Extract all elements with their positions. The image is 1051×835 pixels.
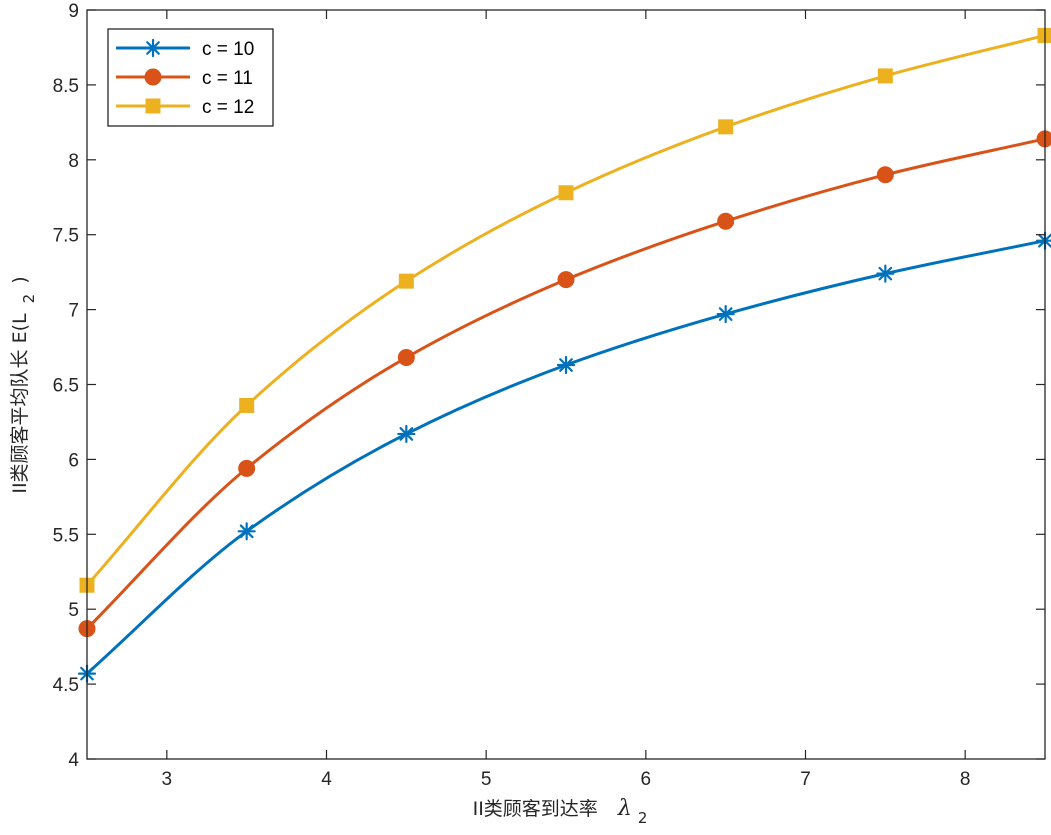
- asterisk-strokes: [237, 522, 256, 541]
- y-tick-label: 4.5: [53, 675, 79, 696]
- legend-label: c = 10: [202, 39, 254, 60]
- data-point: [237, 522, 256, 541]
- y-tick-label: 6: [68, 450, 79, 471]
- legend-marker: [144, 68, 162, 86]
- y-tick-label: 9: [68, 1, 79, 22]
- asterisk-strokes: [397, 424, 416, 444]
- asterisk-strokes: [143, 38, 163, 58]
- asterisk-strokes: [716, 304, 735, 324]
- x-tick-label: 5: [481, 769, 492, 790]
- data-point: [876, 264, 895, 283]
- data-point: [557, 271, 575, 289]
- data-point: [716, 304, 735, 324]
- legend: c = 10 c = 11 c = 12: [107, 28, 274, 127]
- y-tick-label: 7: [68, 301, 79, 322]
- x-axis-label-symbol: λ: [617, 796, 632, 821]
- legend-entry-2: c = 11: [116, 68, 253, 89]
- legend-marker: [143, 38, 163, 58]
- x-tick-label: 7: [800, 769, 811, 790]
- data-point: [397, 424, 416, 444]
- legend-entry-3: c = 12: [116, 97, 254, 118]
- x-axis-label-text: II类顾客到达率: [473, 798, 598, 820]
- asterisk-strokes: [876, 264, 895, 283]
- data-point: [717, 212, 735, 230]
- series-3: [79, 27, 1051, 593]
- y-axis-label-subscript: 2: [20, 294, 38, 304]
- y-tick-label: 8: [68, 151, 79, 172]
- ticks-layer: 3 4 5 6 7 8 4 4.5 5 5.5 6 6.5 7 7.5 8 8.5 9: [53, 1, 1045, 790]
- data-point: [876, 166, 894, 184]
- y-axis-label: II类顾客平均队长 E(L 2 ): [9, 276, 39, 493]
- y-axis-label-close: ): [9, 276, 31, 283]
- series-2: [78, 130, 1051, 638]
- y-tick-label: 5.5: [53, 525, 79, 546]
- x-tick-label: 6: [641, 769, 652, 790]
- x-tick-label: 3: [162, 769, 173, 790]
- x-tick-label: 4: [321, 769, 332, 790]
- data-point: [239, 397, 255, 413]
- y-tick-label: 5: [68, 600, 79, 621]
- data-point: [558, 185, 574, 201]
- y-tick-label: 7.5: [53, 226, 79, 247]
- data-point: [1037, 27, 1051, 43]
- data-point: [238, 459, 256, 477]
- legend-label: c = 11: [202, 68, 253, 89]
- legend-entry-1: c = 10: [116, 38, 254, 60]
- data-point: [1036, 130, 1051, 148]
- x-axis-label: II类顾客到达率 λ 2: [473, 796, 648, 827]
- y-axis-label-text: II类顾客平均队长 E(L: [9, 313, 31, 494]
- data-point: [556, 355, 576, 375]
- x-tick-label: 8: [960, 769, 971, 790]
- data-point: [877, 68, 893, 84]
- x-axis-label-subscript: 2: [638, 809, 648, 827]
- legend-marker: [145, 98, 161, 114]
- asterisk-strokes: [556, 355, 576, 375]
- data-point: [397, 349, 415, 367]
- data-point: [398, 273, 414, 289]
- data-point: [718, 119, 734, 135]
- legend-label: c = 12: [202, 97, 254, 118]
- y-tick-label: 8.5: [53, 76, 79, 97]
- y-tick-label: 6.5: [53, 376, 79, 397]
- y-tick-label: 4: [68, 750, 79, 771]
